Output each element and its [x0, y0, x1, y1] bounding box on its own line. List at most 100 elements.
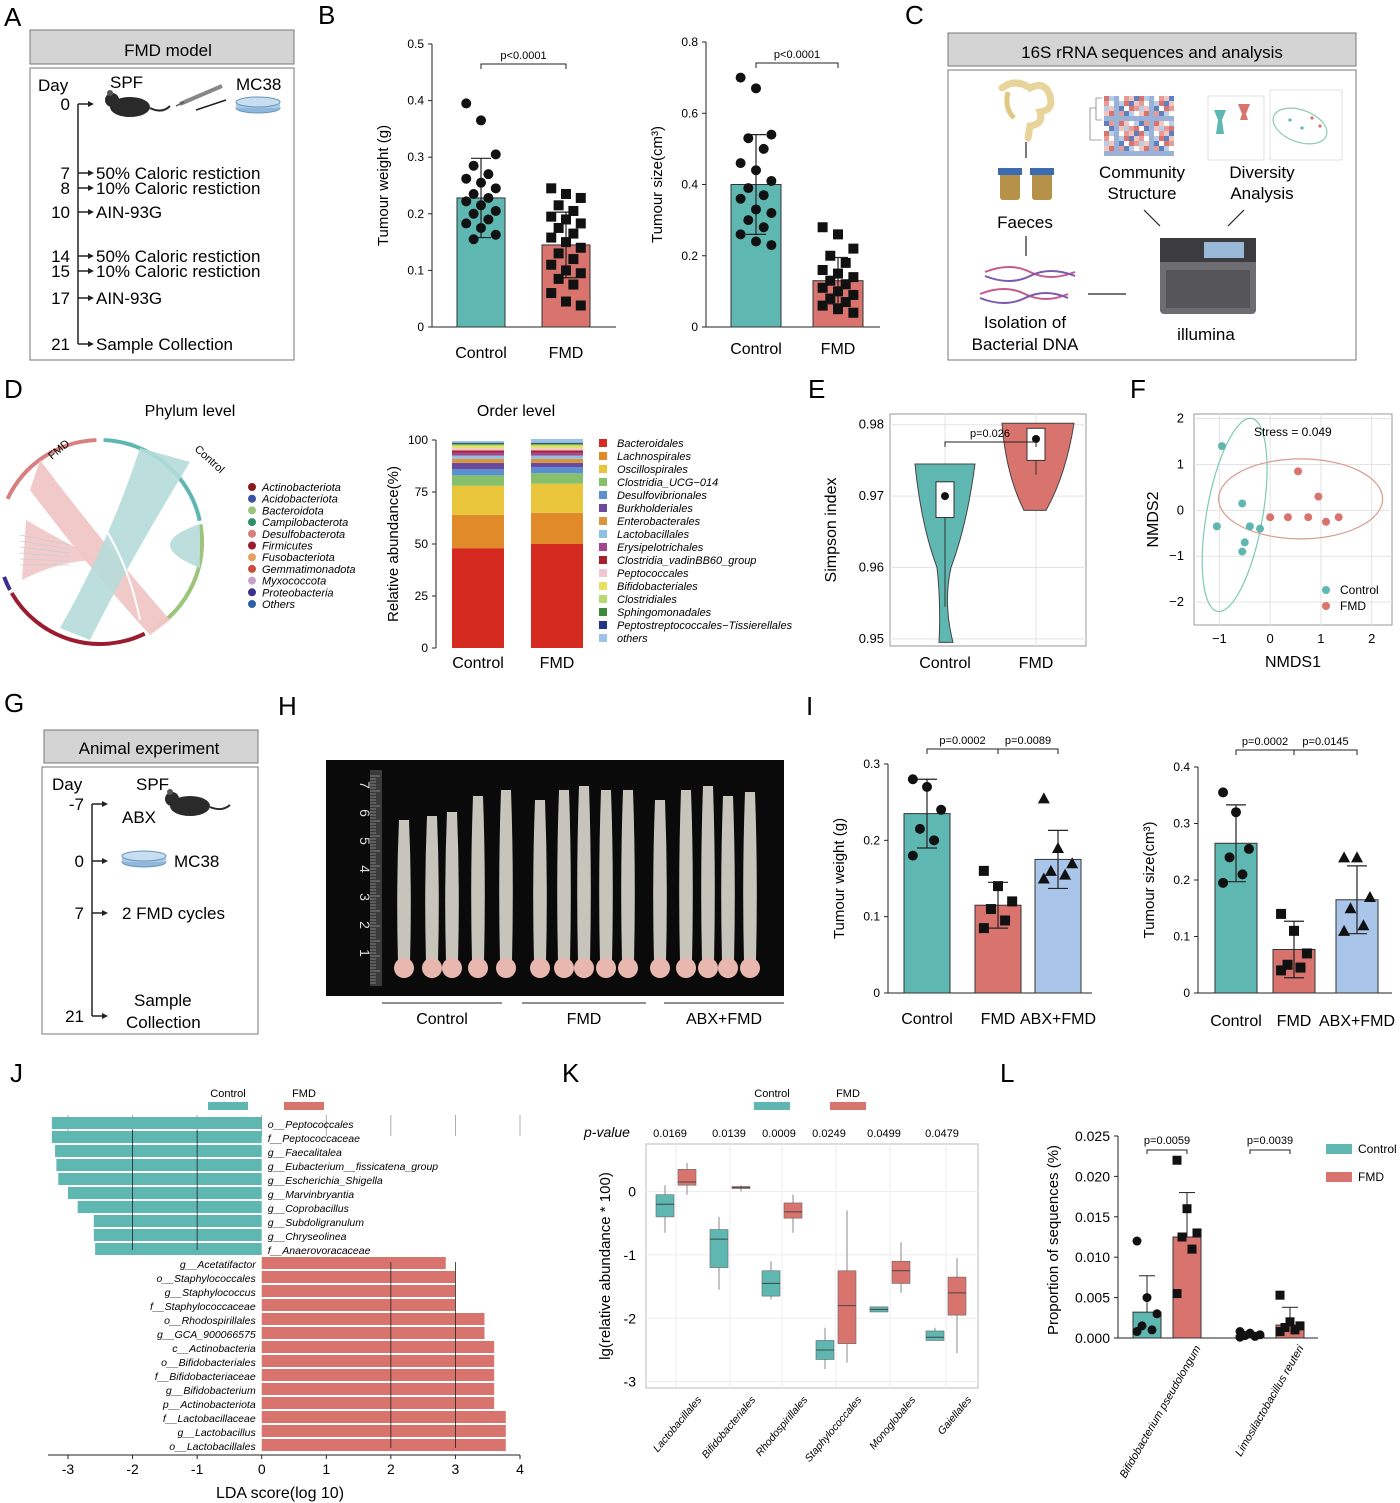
- step-label: AIN-93G: [96, 289, 162, 308]
- chord-fmd-label: FMD: [46, 438, 72, 463]
- bar: [1172, 1236, 1202, 1339]
- legend-label: Bacteroidota: [262, 505, 324, 517]
- taxon-label: g__Marvinbryantia: [268, 1189, 355, 1201]
- data-point: [1142, 1293, 1152, 1303]
- tumour: [740, 958, 760, 978]
- data-point: [1066, 857, 1079, 869]
- data-point: [546, 259, 557, 270]
- heatmap-cell: [1164, 96, 1169, 101]
- data-point: [1314, 492, 1323, 501]
- data-point: [1037, 872, 1050, 884]
- panel-a-header-box: [29, 29, 295, 65]
- data-point: [468, 234, 479, 245]
- significance-bracket: [1235, 749, 1295, 755]
- heatmap-cell: [1154, 106, 1159, 111]
- data-point: [1212, 522, 1221, 531]
- lda-bar: [55, 1145, 262, 1157]
- day-number: 7: [61, 164, 70, 183]
- heatmap-cell: [1169, 111, 1174, 116]
- data-point: [1238, 547, 1247, 556]
- data-point: [1295, 1321, 1305, 1331]
- category-label: Gaiellales: [935, 1394, 974, 1438]
- data-point: [561, 296, 571, 307]
- data-point: [568, 279, 579, 290]
- data-point: [575, 300, 586, 311]
- heatmap-cell: [1119, 116, 1124, 121]
- data-point: [1132, 1327, 1142, 1337]
- legend-label: Enterobacterales: [617, 516, 701, 528]
- y-tick-label: 0: [1177, 502, 1184, 517]
- data-point: [751, 204, 761, 215]
- significance-bracket: [755, 62, 839, 68]
- y-tick-label: 0: [1183, 986, 1190, 1000]
- heatmap-cell: [1114, 141, 1119, 146]
- data-point: [568, 254, 579, 265]
- heatmap-cell: [1124, 116, 1129, 121]
- step-label: 50% Caloric restiction: [96, 247, 260, 266]
- panel-letter-c: C: [905, 0, 924, 30]
- taxon-label: g__Bifidobacterium: [166, 1385, 256, 1397]
- chord-thin-link: [19, 540, 71, 550]
- data-point: [766, 240, 777, 251]
- box: [925, 1330, 945, 1341]
- data-point: [735, 193, 746, 204]
- data-point: [1177, 1232, 1187, 1242]
- tumour: [596, 958, 616, 978]
- data-point: [490, 229, 501, 240]
- confidence-ellipse: [1218, 458, 1384, 540]
- heatmap-cell: [1149, 141, 1154, 146]
- heatmap-cell: [1119, 106, 1124, 111]
- heatmap-cell: [1109, 96, 1114, 101]
- taxon-label: g__Eubacterium__fissicatena_group: [268, 1161, 439, 1173]
- heatmap-cell: [1169, 136, 1174, 141]
- heatmap-cell: [1124, 131, 1129, 136]
- data-point: [751, 165, 761, 176]
- taxon-label: g__Faecalitalea: [268, 1147, 342, 1159]
- panel-g-header: Animal experiment: [79, 739, 220, 758]
- heatmap-cell: [1144, 116, 1149, 121]
- significance-bracket: [944, 441, 1037, 447]
- category-label: Staphylococcales: [803, 1394, 865, 1465]
- heatmap-cell: [1139, 96, 1144, 101]
- legend-label: Clostridiales: [617, 594, 677, 606]
- legend-label: others: [617, 633, 648, 645]
- y-axis-label: Proportion of sequences (%): [1045, 1145, 1062, 1335]
- p-value-label: p=0.0002: [1242, 736, 1288, 748]
- heatmap-cell: [1164, 101, 1169, 106]
- taxon-label: f__Peptococcaceae: [268, 1133, 360, 1145]
- heatmap-cell: [1149, 116, 1154, 121]
- heatmap-cell: [1144, 111, 1149, 116]
- heatmap-cell: [1124, 141, 1129, 146]
- heatmap-cell: [1144, 96, 1149, 101]
- data-point: [848, 272, 859, 283]
- data-point: [766, 129, 777, 140]
- heatmap-cell: [1129, 121, 1134, 126]
- arrow-head-icon: [102, 801, 108, 807]
- heatmap-cell: [1119, 111, 1124, 116]
- legend-label: Lachnospirales: [617, 451, 691, 463]
- category-label: FMD: [1277, 1013, 1312, 1030]
- y-axis-label: Relative abundance(%): [385, 466, 402, 622]
- y-tick-label: -3: [624, 1374, 637, 1390]
- lda-bar: [68, 1187, 262, 1199]
- legend-label: Desulfobacterota: [262, 529, 345, 541]
- data-point: [1276, 965, 1287, 976]
- pcoa-thumbnail: [1269, 89, 1343, 161]
- legend-marker: [248, 494, 256, 503]
- heatmap-cell: [1114, 146, 1119, 151]
- heatmap-cell: [1139, 131, 1144, 136]
- heatmap-cell: [1124, 111, 1129, 116]
- tumour: [718, 958, 738, 978]
- category-label: Control: [455, 345, 507, 362]
- heatmap-cell: [1124, 106, 1129, 111]
- panel-d-chord: Phylum level FMD Control Actinobacteriot…: [2, 403, 356, 646]
- panel-c-header: 16S rRNA sequences and analysis: [1021, 43, 1283, 62]
- day-number: 7: [75, 904, 84, 923]
- phylum-title: Phylum level: [145, 403, 236, 420]
- panel-a-box: [29, 67, 295, 361]
- heatmap-cell: [1119, 126, 1124, 131]
- lda-bar: [261, 1271, 456, 1283]
- taxon-label: o__Peptococcales: [268, 1119, 355, 1131]
- data-point: [483, 169, 494, 180]
- p-value-label: p=0.0145: [1302, 736, 1348, 748]
